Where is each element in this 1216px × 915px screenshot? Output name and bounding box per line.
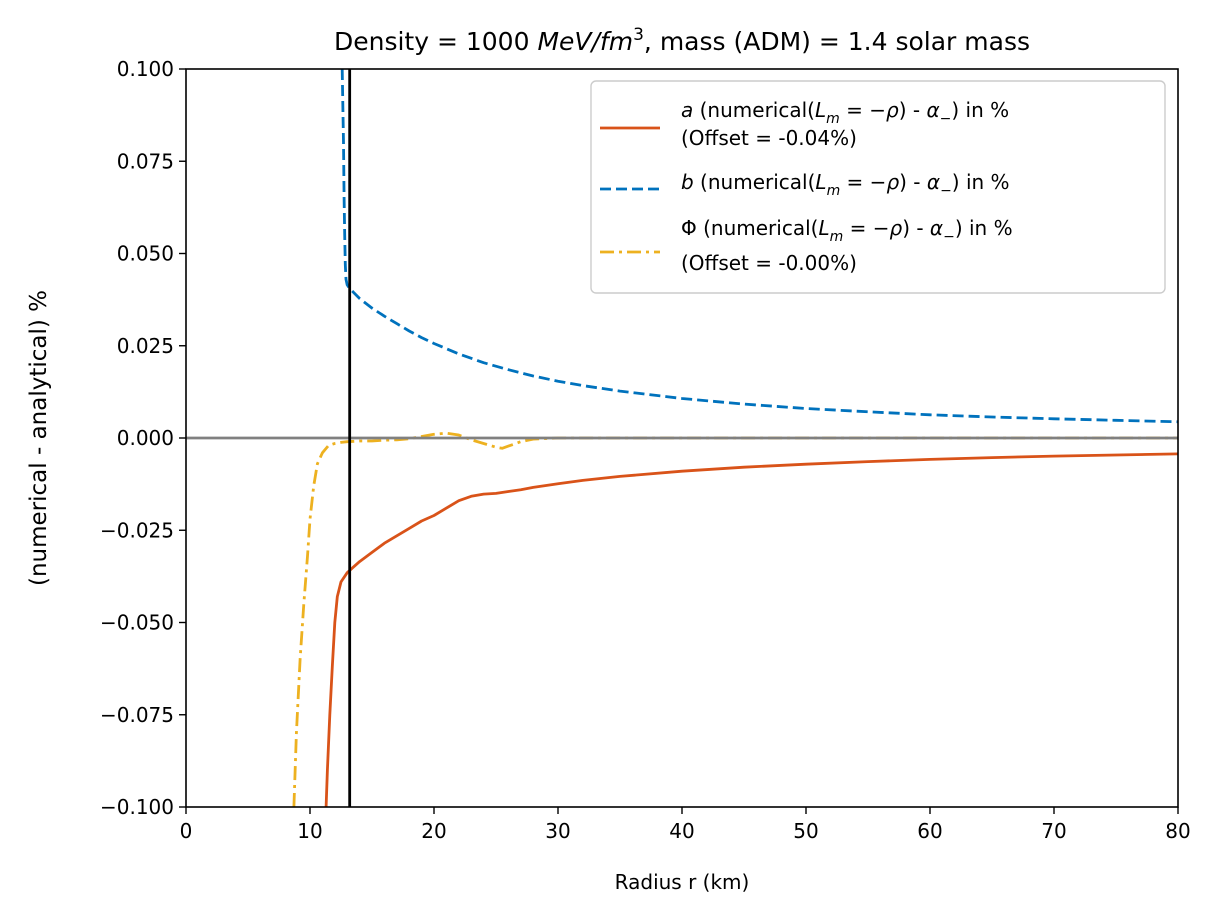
legend-label-segment: L — [818, 216, 829, 240]
legend-label-segment: ) - — [899, 170, 927, 194]
legend-label-segment: ρ — [886, 98, 899, 122]
y-axis-label: (numerical - analytical) % — [26, 290, 52, 586]
legend-label-segment: m — [827, 183, 841, 199]
legend-label-2: Φ (numerical(Lm = −ρ) - α−) in % — [681, 216, 1013, 245]
legend-label-segment: ρ — [886, 170, 899, 194]
x-tick-label: 50 — [793, 819, 818, 843]
legend-label-segment: L — [815, 170, 826, 194]
y-tick-label: 0.000 — [117, 426, 174, 450]
legend-label-1: b (numerical(Lm = −ρ) - α−) in % — [681, 170, 1010, 199]
legend-label-segment: (numerical( — [697, 216, 819, 240]
x-tick-label: 20 — [421, 819, 446, 843]
legend-label-segment: L — [815, 98, 826, 122]
axes: 0 10 20 30 40 50 60 70 80−0.100−0.075−0.050−0.02… — [100, 57, 1191, 843]
x-axis-label: Radius r (km) — [615, 870, 750, 894]
legend-label-segment: − — [940, 183, 952, 199]
legend-label-segment: ρ — [889, 216, 902, 240]
legend-label-segment: α — [927, 170, 940, 194]
y-tick-label: 0.025 — [117, 334, 174, 358]
legend-label-segment: (Offset = -0.04%) — [681, 126, 857, 150]
x-tick-label: 0 — [180, 819, 193, 843]
legend-label-segment: − — [943, 229, 955, 245]
legend-label-segment: = − — [843, 216, 889, 240]
y-tick-label: 0.100 — [117, 57, 174, 81]
legend-label-segment: (numerical( — [694, 170, 816, 194]
title-text: Density = 1000 — [334, 27, 537, 56]
series-line-0 — [324, 452, 1178, 807]
title-text-suffix: , mass (ADM) = 1.4 solar mass — [644, 27, 1030, 56]
legend-label-segment: (numerical( — [693, 98, 815, 122]
legend-label-segment: ) in % — [955, 216, 1013, 240]
series-line-1 — [340, 69, 1178, 424]
plot-area — [186, 69, 1178, 807]
legend-label-2: (Offset = -0.00%) — [681, 251, 857, 275]
y-tick-label: −0.050 — [100, 611, 174, 635]
y-tick-label: −0.100 — [100, 795, 174, 819]
legend-label-segment: ) - — [902, 216, 930, 240]
x-tick-label: 70 — [1041, 819, 1066, 843]
x-tick-label: 60 — [917, 819, 942, 843]
y-tick-label: 0.075 — [117, 149, 174, 173]
legend-label-segment: α — [930, 216, 943, 240]
y-tick-label: 0.050 — [117, 242, 174, 266]
legend-label-segment: = − — [840, 98, 886, 122]
legend-label-segment: m — [830, 229, 844, 245]
legend-label-segment: Φ — [681, 216, 697, 240]
legend-label-0: a (numerical(Lm = −ρ) - α−) in % — [681, 98, 1009, 127]
legend-label-segment: ) - — [899, 98, 927, 122]
legend-label-0: (Offset = -0.04%) — [681, 126, 857, 150]
y-tick-label: −0.075 — [100, 703, 174, 727]
legend-label-segment: m — [826, 111, 840, 127]
x-tick-label: 10 — [297, 819, 322, 843]
legend: a (numerical(Lm = −ρ) - α−) in %(Offset … — [590, 80, 1166, 294]
x-tick-label: 40 — [669, 819, 694, 843]
x-tick-label: 80 — [1165, 819, 1190, 843]
legend-label-segment: ) in % — [951, 98, 1009, 122]
title-superscript: 3 — [633, 25, 644, 45]
chart-title: Density = 1000 MeV/fm3, mass (ADM) = 1.4… — [334, 25, 1030, 56]
legend-label-segment: a — [681, 98, 693, 122]
legend-label-segment: ) in % — [952, 170, 1010, 194]
legend-box — [590, 80, 1166, 294]
legend-label-segment: (Offset = -0.00%) — [681, 251, 857, 275]
title-unit: MeV/fm — [537, 27, 633, 56]
legend-label-segment: α — [926, 98, 939, 122]
y-tick-label: −0.025 — [100, 518, 174, 542]
x-tick-label: 30 — [545, 819, 570, 843]
legend-label-segment: − — [940, 111, 952, 127]
legend-label-segment: = − — [840, 170, 886, 194]
legend-label-segment: b — [681, 170, 694, 194]
